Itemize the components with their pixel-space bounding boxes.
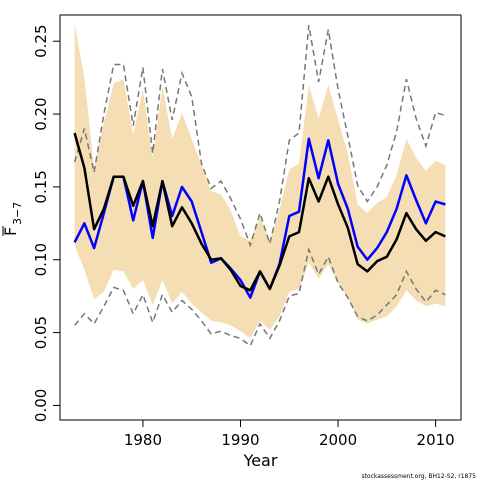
x-tick-label: 1980 [124, 431, 162, 449]
plot-area [73, 23, 446, 347]
confidence-band [74, 23, 446, 339]
y-tick-label: 0.00 [32, 389, 50, 422]
x-tick-label: 2000 [319, 431, 357, 449]
y-tick-label: 0.25 [32, 24, 50, 57]
y-tick-label: 0.10 [32, 243, 50, 276]
y-tick-label: 0.15 [32, 170, 50, 203]
y-axis-label: F 3−7 [1, 202, 24, 236]
y-tick-label: 0.05 [32, 316, 50, 349]
axes: 1980 1990 2000 2010 0.00 0.05 0.10 0.15 0.20 0.25 [32, 24, 455, 449]
y-axis-label-subscript: 3−7 [11, 202, 24, 225]
y-tick-label: 0.20 [32, 97, 50, 130]
y-axis-label-main: F [1, 227, 20, 236]
upper-bound-line [73, 25, 446, 248]
credit-text: stockassessment.org, BH12-S2, r1875 [361, 473, 476, 480]
x-axis-label: Year [243, 451, 278, 470]
x-tick-label: 2010 [417, 431, 455, 449]
lower-bound-line [74, 247, 446, 347]
x-tick-label: 1990 [221, 431, 259, 449]
estimate-line [73, 132, 446, 292]
plot-frame [59, 14, 462, 421]
